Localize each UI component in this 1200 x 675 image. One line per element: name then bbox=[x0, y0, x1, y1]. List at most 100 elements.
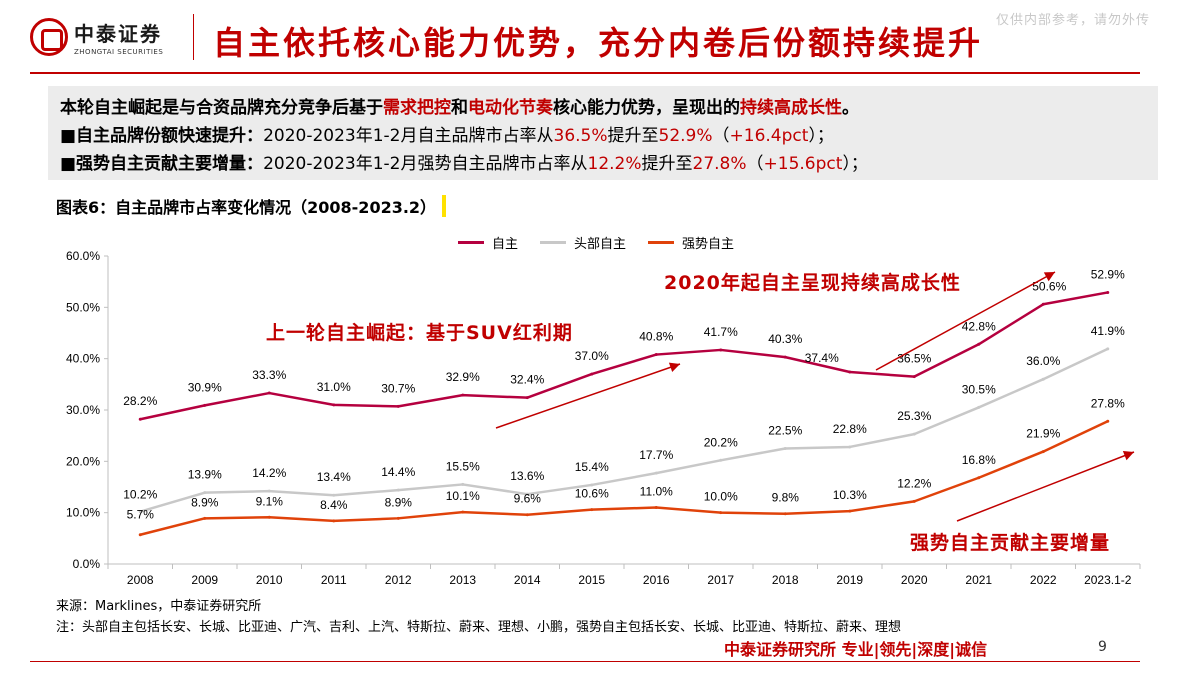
figure-title: 图表6：自主品牌市占率变化情况（2008-2023.2） bbox=[56, 194, 447, 218]
data-point bbox=[783, 355, 787, 359]
data-point bbox=[590, 372, 594, 376]
legend-item: 头部自主 bbox=[540, 233, 626, 252]
data-label: 40.3% bbox=[768, 332, 802, 346]
series-line-1 bbox=[139, 347, 1109, 513]
data-label: 32.9% bbox=[446, 370, 480, 384]
annotation-arrow-suv bbox=[495, 363, 681, 429]
data-point bbox=[654, 353, 658, 357]
y-tick-label: 20.0% bbox=[66, 454, 100, 468]
data-point bbox=[396, 404, 400, 408]
data-label: 15.4% bbox=[575, 460, 609, 474]
source-notes: 来源：Marklines，中泰证券研究所 注：头部自主包括长安、长城、比亚迪、广… bbox=[56, 596, 901, 638]
annotation-arrow-growth-head bbox=[1043, 272, 1055, 282]
y-tick-label: 50.0% bbox=[66, 300, 100, 314]
data-label: 36.0% bbox=[1026, 354, 1060, 368]
data-point bbox=[719, 348, 723, 352]
data-label: 22.8% bbox=[833, 422, 867, 436]
header: 中泰证券 ZHONGTAI SECURITIES 自主依托核心能力优势，充分内卷… bbox=[0, 0, 1200, 75]
data-point bbox=[1106, 347, 1110, 351]
chart-legend: 自主 头部自主 强势自主 bbox=[458, 233, 756, 252]
summary-text: 提升至 bbox=[607, 126, 659, 146]
summary-line-2: ■自主品牌份额快速提升：2020-2023年1-2月自主品牌市占率从36.5%提… bbox=[60, 122, 1146, 150]
summary-bullet: ■自主品牌份额快速提升： bbox=[60, 126, 264, 146]
data-point bbox=[138, 533, 142, 537]
watermark: 仅供内部参考，请勿外传 bbox=[995, 13, 1150, 28]
x-tick-label: 2019 bbox=[836, 573, 863, 587]
x-tick-label: 2013 bbox=[449, 573, 476, 587]
summary-box: 本轮自主崛起是与合资品牌充分竞争后基于需求把控和电动化节奏核心能力优势，呈现出的… bbox=[48, 86, 1158, 180]
data-point bbox=[848, 445, 852, 449]
summary-text: 本轮自主崛起是与合资品牌充分竞争后基于 bbox=[60, 98, 383, 118]
data-point bbox=[719, 511, 723, 515]
summary-value: 52.9% bbox=[658, 126, 713, 146]
footer-slogan: 中泰证券研究所 专业|领先|深度|诚信 bbox=[724, 640, 988, 659]
data-point bbox=[203, 516, 207, 520]
summary-highlight: 持续高成长性 bbox=[740, 98, 842, 118]
data-point bbox=[525, 396, 529, 400]
x-tick-label: 2012 bbox=[385, 573, 412, 587]
data-point bbox=[267, 515, 271, 519]
data-point bbox=[1041, 302, 1045, 306]
data-point bbox=[138, 417, 142, 421]
data-point bbox=[203, 403, 207, 407]
data-point bbox=[1041, 377, 1045, 381]
annotation-arrow-strong bbox=[956, 451, 1135, 522]
data-label: 8.4% bbox=[320, 498, 348, 512]
y-tick-label: 60.0% bbox=[66, 249, 100, 263]
data-point bbox=[525, 492, 529, 496]
legend-label: 自主 bbox=[492, 237, 519, 252]
legend-item: 强势自主 bbox=[648, 233, 734, 252]
x-tick-label: 2016 bbox=[643, 573, 670, 587]
data-label: 17.7% bbox=[639, 448, 673, 462]
data-label: 22.5% bbox=[768, 424, 802, 438]
summary-highlight: 需求把控 bbox=[383, 98, 451, 118]
annotation-arrow-suv-head bbox=[668, 362, 680, 373]
summary-value: 12.2% bbox=[587, 154, 642, 174]
summary-line-1: 本轮自主崛起是与合资品牌充分竞争后基于需求把控和电动化节奏核心能力优势，呈现出的… bbox=[60, 94, 1146, 122]
data-label: 28.2% bbox=[123, 394, 157, 408]
summary-line-3: ■强势自主贡献主要增量：2020-2023年1-2月强势自主品牌市占率从12.2… bbox=[60, 150, 1146, 178]
data-label: 30.5% bbox=[962, 382, 996, 396]
y-tick-label: 30.0% bbox=[66, 403, 100, 417]
legend-swatch bbox=[540, 241, 567, 244]
source-text: 来源：Marklines，中泰证券研究所 bbox=[56, 599, 262, 614]
annotation-arrow-strong-head bbox=[1122, 450, 1134, 461]
x-tick-label: 2014 bbox=[514, 573, 541, 587]
data-label: 13.9% bbox=[188, 468, 222, 482]
data-label: 13.6% bbox=[510, 469, 544, 483]
summary-text: 提升至 bbox=[641, 154, 693, 174]
data-label: 10.0% bbox=[704, 490, 738, 504]
legend-swatch bbox=[648, 241, 675, 244]
series-line-2 bbox=[139, 420, 1109, 536]
data-point bbox=[332, 493, 336, 497]
summary-bullet: ■强势自主贡献主要增量： bbox=[60, 154, 264, 174]
page-title: 自主依托核心能力优势，充分内卷后份额持续提升 bbox=[213, 24, 984, 62]
data-point bbox=[590, 508, 594, 512]
y-tick-label: 0.0% bbox=[73, 557, 101, 571]
legend-swatch bbox=[458, 241, 484, 244]
data-label: 52.9% bbox=[1091, 267, 1125, 281]
annotation-suv: 上一轮自主崛起：基于SUV红利期 bbox=[266, 322, 573, 344]
data-point bbox=[461, 482, 465, 486]
summary-value: 36.5% bbox=[553, 126, 608, 146]
data-label: 30.7% bbox=[381, 381, 415, 395]
data-label: 9.8% bbox=[772, 491, 800, 505]
data-label: 37.4% bbox=[805, 351, 839, 365]
data-label: 9.6% bbox=[514, 492, 542, 506]
figure-title-marker bbox=[442, 195, 447, 217]
data-point bbox=[848, 509, 852, 513]
annotation-growth: 2020年起自主呈现持续高成长性 bbox=[664, 272, 961, 294]
summary-text: 和 bbox=[451, 98, 468, 118]
data-label: 14.2% bbox=[252, 466, 286, 480]
data-point bbox=[461, 510, 465, 514]
data-point bbox=[461, 393, 465, 397]
data-point bbox=[203, 491, 207, 495]
annotation-arrow-growth bbox=[875, 271, 1056, 371]
data-label: 14.4% bbox=[381, 465, 415, 479]
data-point bbox=[396, 488, 400, 492]
summary-value: +15.6pct bbox=[763, 154, 843, 174]
summary-text: 核心能力优势，呈现出的 bbox=[553, 98, 740, 118]
summary-text: （ bbox=[746, 154, 764, 174]
data-label: 37.0% bbox=[575, 349, 609, 363]
